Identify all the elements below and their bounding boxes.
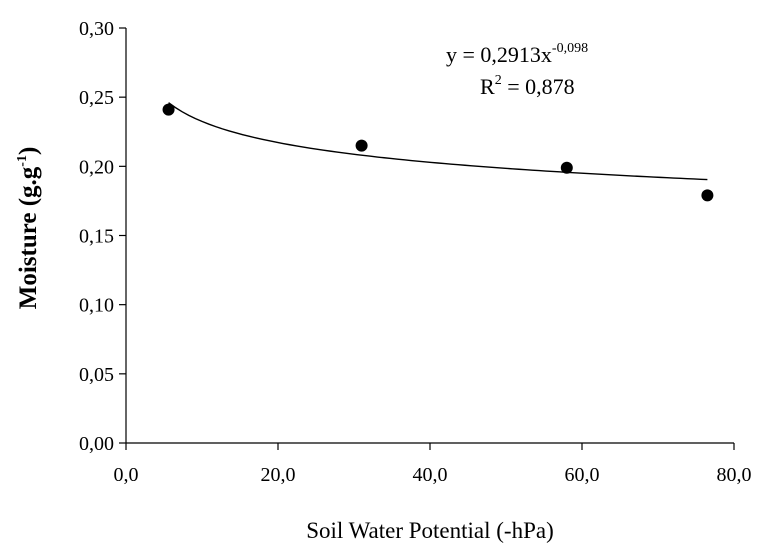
y-tick-label: 0,10 [79, 295, 114, 317]
x-tick-label: 60,0 [565, 464, 600, 486]
trendline-group [168, 102, 708, 181]
x-tick-label: 80,0 [717, 464, 752, 486]
equation-label: y = 0,2913x-0,098 [446, 41, 588, 67]
data-point [701, 189, 714, 202]
y-tick-label: 0,25 [79, 87, 114, 109]
equation-exponent: -0,098 [552, 41, 588, 56]
r-squared-label: R2 = 0,878 [480, 73, 575, 99]
x-tick-label: 0,0 [114, 464, 139, 486]
axis-ticks: 0,00 0,05 0,10 0,15 0,20 0,25 0,30 0,0 20,0 40,0 6… [79, 18, 752, 486]
data-point [355, 139, 368, 152]
y-tick-label: 0,00 [79, 433, 114, 455]
y-tick-label: 0,15 [79, 226, 114, 248]
data-point [162, 103, 175, 116]
r-squared-sup: 2 [495, 73, 502, 88]
r-squared-prefix: R [480, 74, 495, 99]
x-tick-label: 40,0 [413, 464, 448, 486]
data-point [560, 161, 573, 174]
r-squared-value: = 0,878 [502, 74, 575, 99]
x-axis-title: Soil Water Potential (-hPa) [306, 518, 554, 543]
y-axis-title-sup: -1 [15, 155, 30, 167]
power-trendline [168, 102, 708, 181]
data-points [162, 103, 714, 202]
equation-main: y = 0,2913x [446, 42, 552, 67]
y-axis-title-main: Moisture (g.g [15, 166, 42, 309]
y-tick-label: 0,05 [79, 364, 114, 386]
x-tick-label: 20,0 [261, 464, 296, 486]
y-tick-label: 0,20 [79, 156, 114, 178]
y-axis-title-close: ) [15, 147, 42, 155]
y-tick-label: 0,30 [79, 18, 114, 40]
y-axis-title: Moisture (g.g-1) [15, 147, 42, 310]
